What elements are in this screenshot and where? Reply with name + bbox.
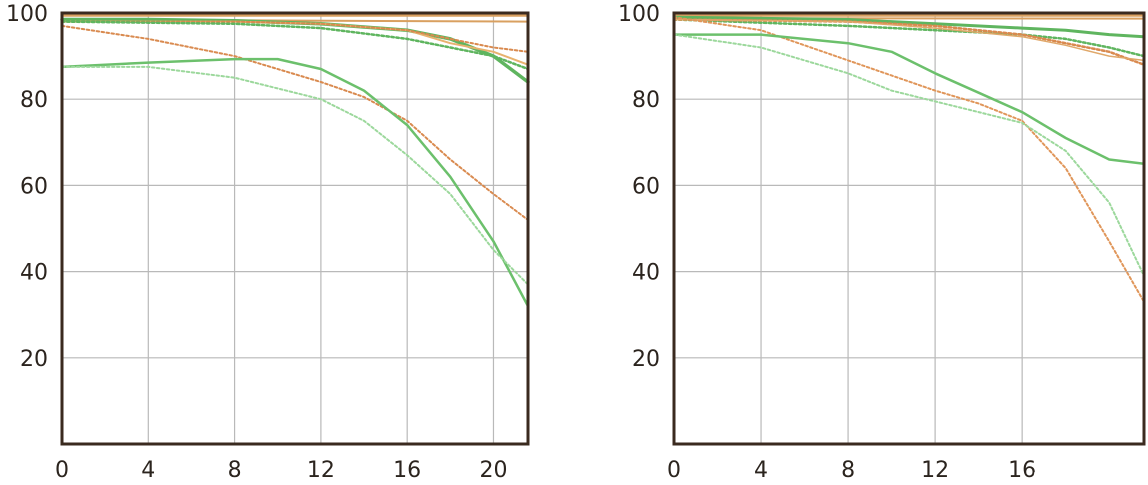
x-tick-label: 12 xyxy=(921,458,949,483)
series-line xyxy=(60,57,530,308)
x-tick-label: 12 xyxy=(307,458,335,483)
x-tick-label: 16 xyxy=(1008,458,1036,483)
left-mtf-chart: 0 4 8 12 16 20 20 40 60 80 100 xyxy=(6,2,530,483)
x-tick-label: 20 xyxy=(479,458,507,483)
x-tick-label: 4 xyxy=(141,458,155,483)
series-line xyxy=(61,65,529,286)
x-tick-label: 0 xyxy=(55,458,69,483)
y-tick-label: 100 xyxy=(618,2,660,27)
series-line xyxy=(672,15,1146,39)
y-tick-label: 80 xyxy=(632,88,660,113)
plot-frame xyxy=(672,11,1146,446)
y-tick-label: 20 xyxy=(20,347,48,372)
y-tick-label: 40 xyxy=(20,261,48,286)
x-tick-label: 0 xyxy=(667,458,681,483)
series-line xyxy=(60,20,530,71)
x-tick-label: 4 xyxy=(754,458,768,483)
y-tick-label: 80 xyxy=(20,88,48,113)
y-tick-label: 100 xyxy=(6,2,48,27)
series-line xyxy=(673,18,1145,62)
y-tick-label: 60 xyxy=(20,174,48,199)
y-tick-label: 40 xyxy=(632,261,660,286)
x-tick-label: 16 xyxy=(393,458,421,483)
x-tick-label: 8 xyxy=(228,458,242,483)
series-line xyxy=(61,24,529,221)
series-line xyxy=(673,33,1145,277)
series-line xyxy=(60,17,530,84)
series-line xyxy=(673,16,1145,303)
watermark-credit: KenRockwell.com xyxy=(1033,470,1140,483)
y-tick-label: 60 xyxy=(632,174,660,199)
x-tick-label: 8 xyxy=(841,458,855,483)
plot-frame xyxy=(60,11,530,446)
series-line xyxy=(672,33,1146,166)
right-mtf-chart: 0 4 8 12 16 20 40 60 80 100 xyxy=(618,2,1146,483)
series-line xyxy=(61,20,529,53)
y-tick-label: 20 xyxy=(632,347,660,372)
